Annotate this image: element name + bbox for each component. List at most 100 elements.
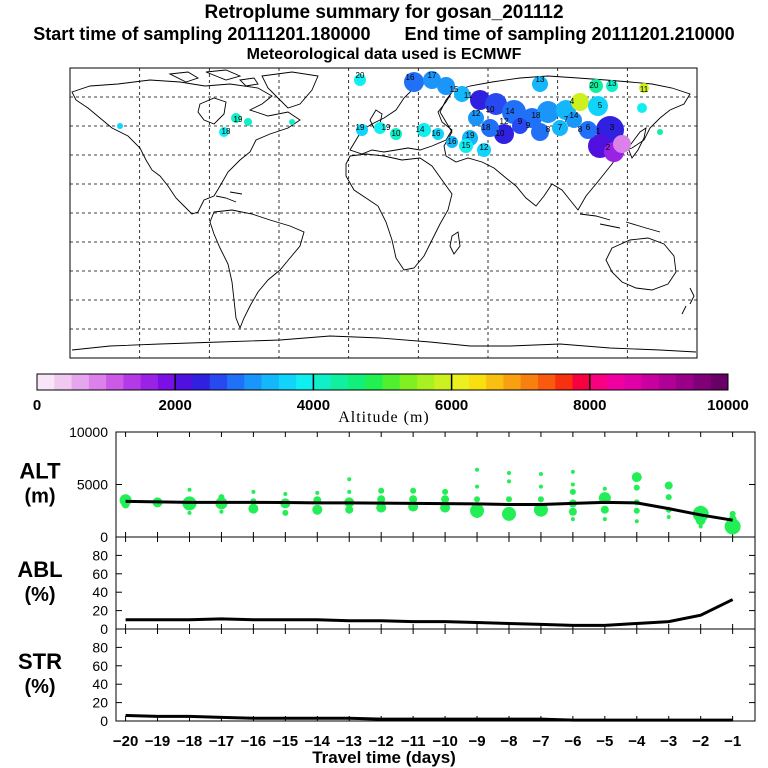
colorbar-swatch — [296, 374, 314, 390]
colorbar-swatch — [209, 374, 228, 390]
x-tick-label: −7 — [532, 733, 549, 750]
plume-circle — [454, 86, 470, 102]
colorbar-swatch — [278, 374, 297, 390]
plume-circle — [117, 123, 123, 129]
coast-arctic-islands — [168, 69, 259, 87]
plume-point — [248, 503, 259, 514]
plume-circle — [468, 110, 484, 126]
coastlines — [71, 69, 697, 353]
colorbar-swatch — [641, 374, 660, 390]
colorbar-swatch — [693, 374, 712, 390]
y-tick-label: 0 — [100, 713, 108, 729]
panel-frame — [115, 431, 756, 538]
colorbar-swatch — [434, 374, 453, 390]
x-tick-label: −15 — [273, 733, 298, 750]
coast-madagascar — [449, 231, 461, 255]
y-axis-label: ALT — [19, 459, 61, 484]
plume-point — [345, 505, 354, 514]
panel-frame — [115, 628, 756, 722]
colorbar-swatch — [313, 374, 332, 390]
colorbar-swatch — [589, 374, 608, 390]
coast-greenland — [261, 71, 319, 109]
map-point-label: 15 — [462, 141, 471, 150]
coast-caribbean — [215, 191, 243, 203]
y-tick-label: 60 — [92, 566, 108, 582]
x-tick-label: −18 — [177, 733, 202, 750]
x-tick-label: −4 — [628, 733, 646, 750]
plume-circle — [588, 96, 608, 116]
colorbar-swatch — [175, 374, 193, 390]
plume-point — [538, 472, 543, 476]
colorbar-swatch — [399, 374, 418, 390]
map-point-label: 14 — [570, 111, 579, 120]
y-tick-label: 20 — [92, 695, 108, 711]
abl-series-line — [125, 598, 734, 627]
colorbar-swatch — [503, 374, 522, 390]
start-time: Start time of sampling 20111201.180000 — [33, 24, 371, 44]
coast-new-zealand — [681, 287, 695, 315]
plume-circle — [552, 120, 568, 136]
plume-point — [533, 502, 548, 517]
colorbar-swatch — [417, 374, 435, 390]
plume-point — [474, 496, 481, 503]
plume-point — [283, 491, 288, 496]
plume-point — [441, 495, 450, 504]
map-point-label: 9 — [526, 121, 531, 130]
x-tick-label: −8 — [500, 733, 517, 750]
plume-circle — [404, 72, 424, 92]
colorbar-swatch — [347, 374, 366, 390]
colorbar-swatch — [555, 374, 574, 390]
colorbar-tick-label: 0 — [33, 397, 41, 414]
coast-hudson-bay — [197, 97, 227, 125]
plume-point — [729, 510, 736, 517]
plume-circle — [446, 136, 458, 148]
plume-circle — [566, 112, 582, 128]
plume-point — [251, 489, 256, 494]
map-point-label: 15 — [450, 85, 459, 94]
plume-point — [347, 477, 352, 482]
y-axis-label: STR — [18, 649, 62, 674]
plume-point — [633, 484, 640, 491]
plume-point — [631, 472, 642, 483]
y-tick-label: 5000 — [77, 477, 108, 493]
colorbar-tick-labels: 0 2000 4000 6000 8000 10000 — [33, 374, 749, 414]
plume-point — [634, 519, 639, 524]
colorbar-tick-label: 10000 — [707, 397, 749, 414]
plume-circle — [512, 118, 528, 134]
x-tick-label: −11 — [401, 733, 426, 750]
map-point-label: 18 — [532, 111, 541, 120]
plume-point — [568, 507, 577, 516]
colorbar-swatch — [37, 374, 55, 390]
plume-circle — [537, 101, 559, 123]
colorbar-tick-label: 6000 — [435, 397, 468, 414]
plume-point — [475, 467, 480, 472]
panel-frame — [115, 536, 756, 630]
plume-point — [187, 510, 192, 515]
plume-circle — [432, 128, 444, 140]
plume-point — [378, 487, 385, 494]
plume-circle — [244, 118, 252, 126]
coast-africa — [345, 153, 453, 271]
plume-circle — [639, 83, 649, 93]
plume-circle — [589, 79, 603, 93]
plume-circle — [579, 121, 597, 139]
x-tick-label: −5 — [596, 733, 613, 750]
plume-point — [347, 489, 352, 494]
colorbar-swatch — [710, 374, 729, 390]
y-tick-label: 0 — [100, 621, 108, 637]
plume-circle — [606, 80, 618, 92]
y-axis-label: (%) — [24, 584, 55, 606]
map-point-label: 9 — [518, 117, 523, 126]
coast-antarctica — [71, 335, 697, 353]
map-point-label: 11 — [640, 85, 649, 94]
colorbar-swatch — [88, 374, 107, 390]
alt-series-line — [125, 499, 733, 522]
coast-britain — [369, 109, 383, 129]
plume-point — [537, 496, 544, 503]
str-panel: 0 20 40 60 80 STR(%) — [18, 628, 756, 729]
sampling-times: Start time of sampling 20111201.180000 En… — [0, 24, 768, 45]
plume-circle — [571, 93, 589, 111]
coast-indonesia — [579, 213, 661, 233]
